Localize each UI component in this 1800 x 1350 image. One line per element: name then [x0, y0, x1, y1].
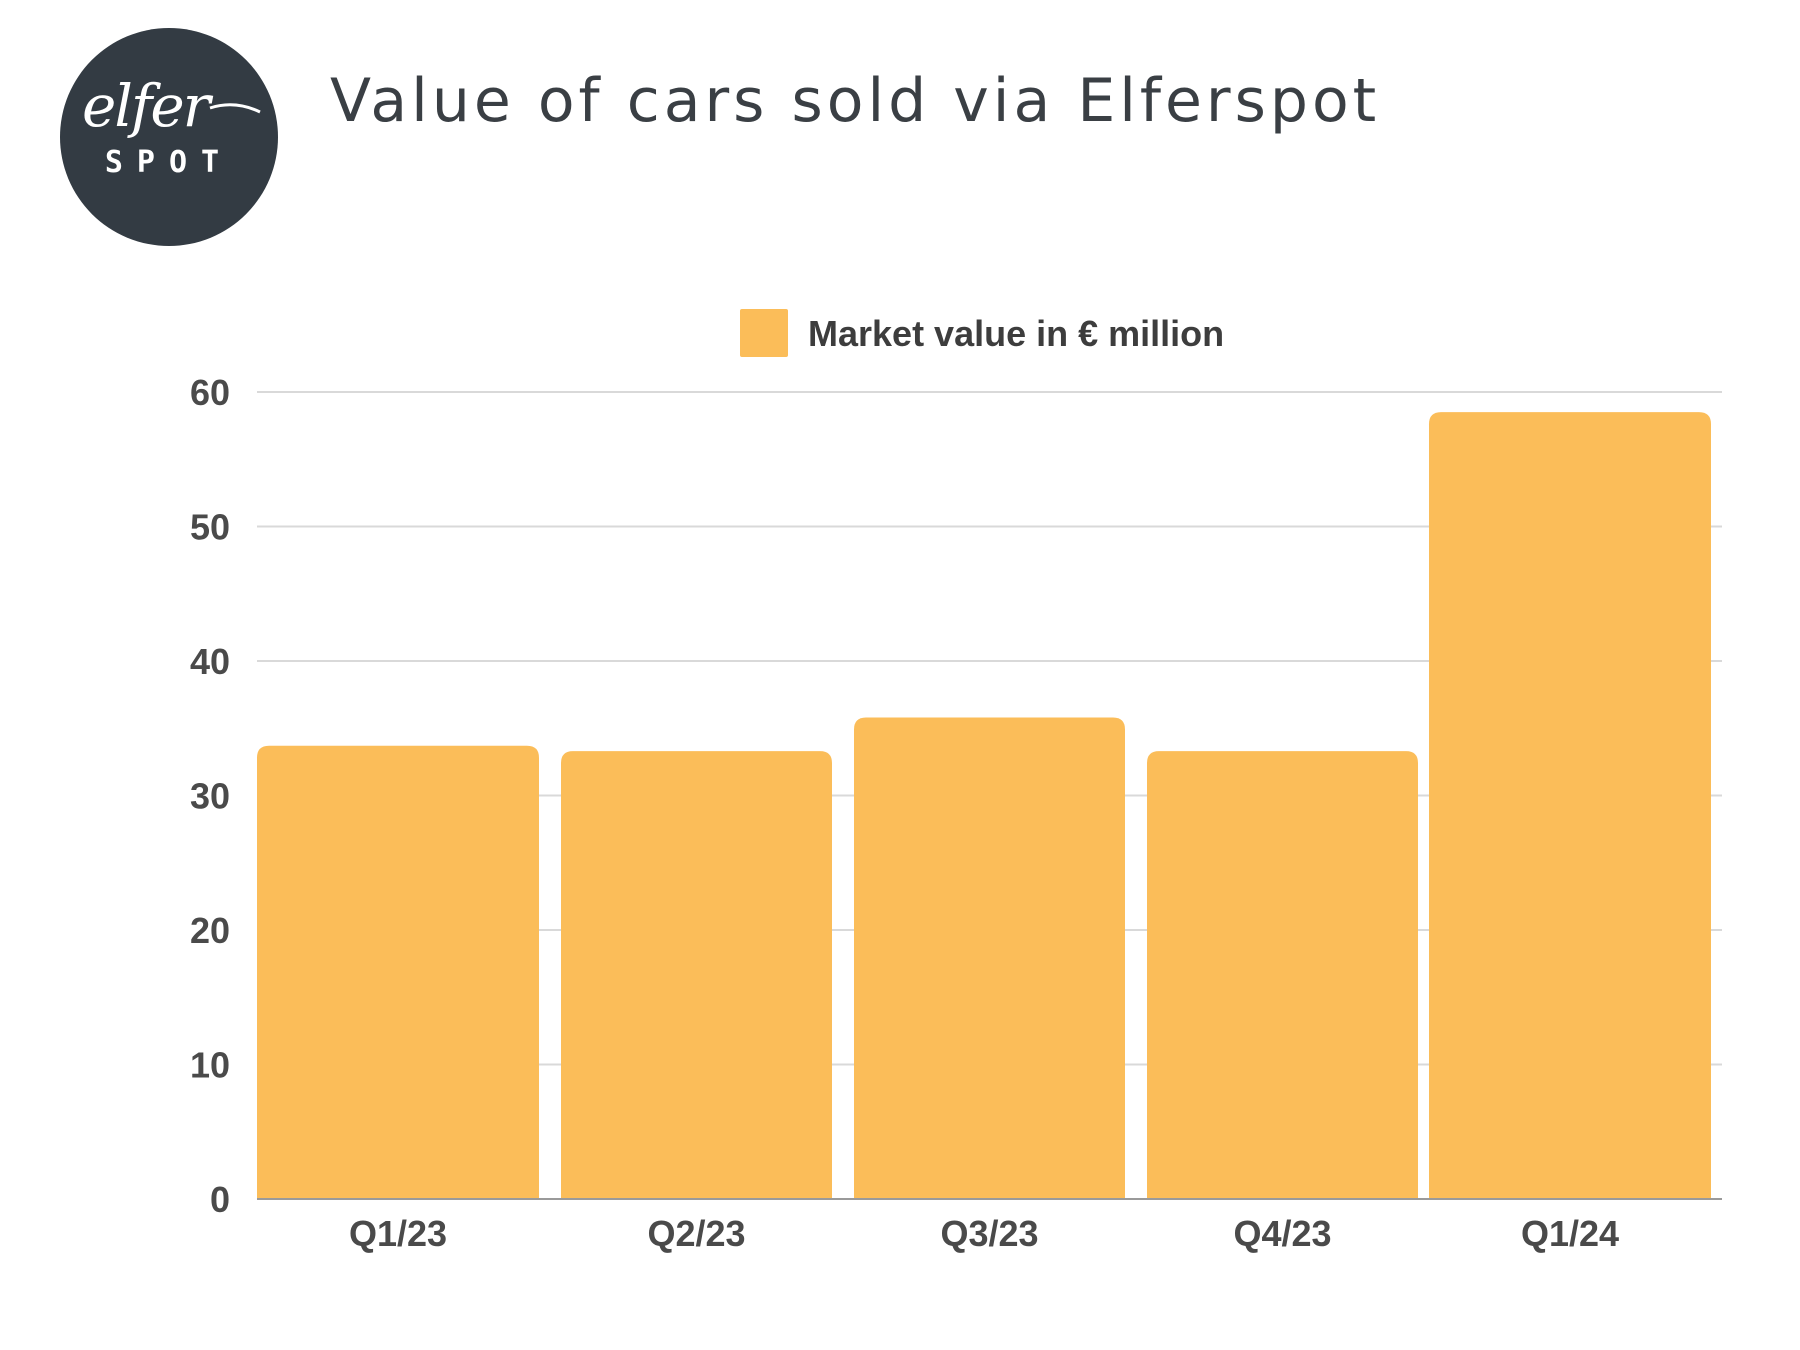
- x-tick-label: Q3/23: [940, 1213, 1038, 1254]
- x-tick-label: Q2/23: [647, 1213, 745, 1254]
- elferspot-logo: elfer SPOT: [60, 28, 278, 246]
- y-tick-labels: 0 10 20 30 40 50 60: [190, 372, 230, 1220]
- y-tick-label: 0: [210, 1179, 230, 1220]
- bar-q4-23: [1147, 751, 1418, 1199]
- bars: [257, 412, 1711, 1199]
- x-tick-label: Q1/24: [1521, 1213, 1619, 1254]
- x-tick-label: Q4/23: [1233, 1213, 1331, 1254]
- x-tick-labels: Q1/23 Q2/23 Q3/23 Q4/23 Q1/24: [349, 1213, 1619, 1254]
- bar-q1-23: [257, 745, 539, 1199]
- y-tick-label: 60: [190, 372, 230, 413]
- legend-swatch: [740, 309, 788, 357]
- chart-title: Value of cars sold via Elferspot: [330, 66, 1381, 136]
- y-tick-label: 30: [190, 776, 230, 817]
- y-tick-label: 10: [190, 1045, 230, 1086]
- logo-word-text: SPOT: [105, 145, 233, 180]
- y-tick-label: 20: [190, 910, 230, 951]
- y-tick-label: 40: [190, 641, 230, 682]
- bar-q2-23: [561, 751, 832, 1199]
- bar-q3-23: [854, 717, 1125, 1199]
- y-tick-label: 50: [190, 507, 230, 548]
- legend-label: Market value in € million: [808, 313, 1224, 354]
- x-tick-label: Q1/23: [349, 1213, 447, 1254]
- bar-q1-24: [1429, 412, 1711, 1199]
- logo-script-text: elfer: [82, 72, 214, 140]
- legend: Market value in € million: [740, 309, 1224, 357]
